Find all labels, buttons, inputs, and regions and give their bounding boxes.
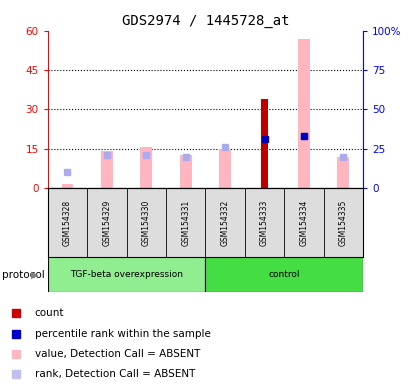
Text: TGF-beta overexpression: TGF-beta overexpression (70, 270, 183, 279)
Bar (140, 147, 152, 188)
Text: percentile rank within the sample: percentile rank within the sample (35, 329, 210, 339)
Bar (61, 184, 73, 188)
Bar (205, 257, 363, 292)
Bar (337, 157, 349, 188)
Text: protocol: protocol (2, 270, 45, 280)
Text: rank, Detection Call = ABSENT: rank, Detection Call = ABSENT (35, 369, 195, 379)
Bar (219, 149, 231, 188)
Bar (298, 39, 310, 188)
Bar (101, 151, 113, 188)
Text: GSM154333: GSM154333 (260, 200, 269, 246)
Text: GSM154335: GSM154335 (339, 200, 348, 246)
Text: GSM154334: GSM154334 (300, 200, 308, 246)
Text: GSM154329: GSM154329 (103, 200, 111, 246)
Text: GSM154331: GSM154331 (181, 200, 190, 246)
Text: count: count (35, 308, 64, 318)
Title: GDS2974 / 1445728_at: GDS2974 / 1445728_at (122, 14, 289, 28)
Bar (180, 156, 192, 188)
Text: control: control (269, 270, 300, 279)
Bar (261, 99, 268, 188)
Text: value, Detection Call = ABSENT: value, Detection Call = ABSENT (35, 349, 200, 359)
Bar (48, 257, 205, 292)
Text: ▶: ▶ (31, 270, 39, 280)
Text: GSM154328: GSM154328 (63, 200, 72, 246)
Text: GSM154330: GSM154330 (142, 200, 151, 246)
Text: GSM154332: GSM154332 (221, 200, 229, 246)
